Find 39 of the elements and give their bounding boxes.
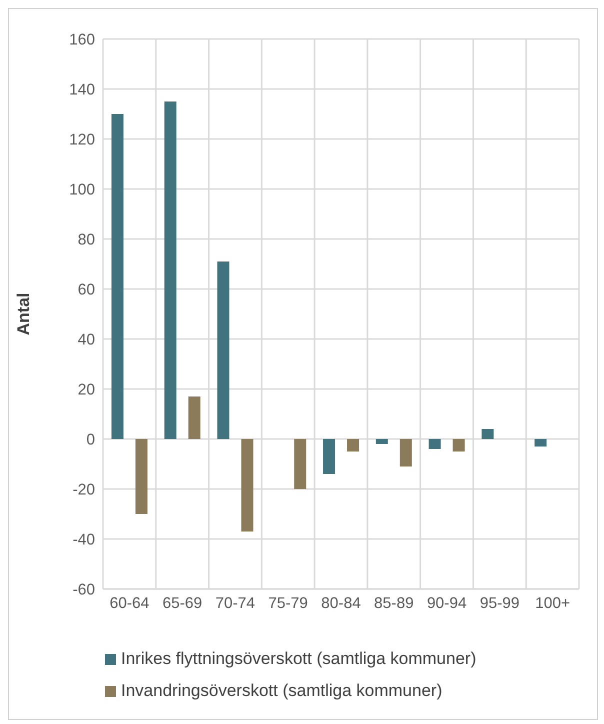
x-tick-label: 90-94 bbox=[426, 595, 467, 612]
x-tick-label: 75-79 bbox=[268, 595, 308, 612]
bar bbox=[111, 114, 124, 439]
y-tick-label: 80 bbox=[78, 232, 96, 249]
y-tick-label: -60 bbox=[72, 582, 96, 599]
x-tick-label: 65-69 bbox=[162, 595, 202, 612]
bar bbox=[376, 439, 388, 444]
x-tick-label: 70-74 bbox=[215, 595, 256, 612]
bar bbox=[135, 439, 148, 514]
bar bbox=[400, 439, 412, 466]
bar bbox=[294, 439, 306, 489]
bar bbox=[188, 396, 200, 439]
bar bbox=[164, 102, 176, 439]
y-tick-label: 0 bbox=[86, 432, 96, 449]
bar bbox=[534, 439, 547, 446]
x-tick-label: 95-99 bbox=[480, 595, 520, 612]
y-tick-label: 20 bbox=[78, 382, 96, 399]
y-tick-label: 100 bbox=[69, 182, 96, 199]
x-tick-label: 100+ bbox=[535, 595, 570, 612]
y-axis-title: Antal bbox=[14, 292, 34, 336]
bar bbox=[217, 262, 230, 439]
x-tick-label: 60-64 bbox=[110, 595, 150, 612]
y-tick-label: 160 bbox=[69, 32, 96, 48]
bar bbox=[323, 439, 336, 474]
bar bbox=[347, 439, 360, 452]
bar bbox=[452, 439, 465, 452]
y-tick-label: 40 bbox=[78, 332, 96, 349]
y-tick-label: 60 bbox=[78, 282, 96, 299]
y-tick-label: 120 bbox=[69, 132, 96, 149]
y-tick-label: -40 bbox=[72, 532, 96, 549]
legend-label: Inrikes flyttningsöverskott (samtliga kommuner) bbox=[121, 649, 476, 669]
y-tick-label: 140 bbox=[69, 82, 96, 99]
legend-label: Invandringsöverskott (samtliga kommuner) bbox=[121, 681, 442, 701]
x-tick-label: 80-84 bbox=[321, 595, 362, 612]
bar bbox=[482, 429, 494, 439]
y-tick-label: -20 bbox=[72, 482, 96, 499]
x-tick-label: 85-89 bbox=[374, 595, 414, 612]
bar bbox=[241, 439, 254, 532]
bar bbox=[428, 439, 441, 449]
